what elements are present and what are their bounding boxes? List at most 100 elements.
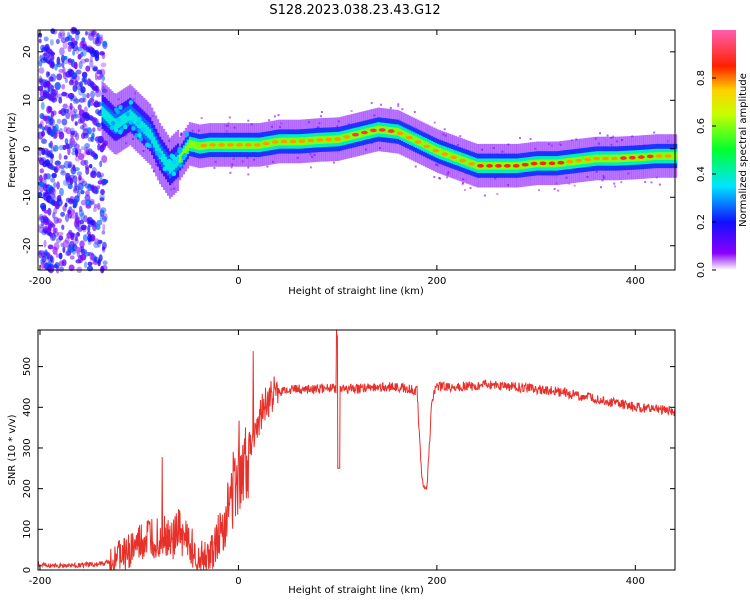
spectrogram-noise-cell [87, 100, 91, 108]
spectrogram-faint-cell [180, 132, 183, 135]
spectrogram-noise-cell [72, 98, 79, 105]
spectrogram-noise-cell [69, 255, 75, 260]
spectrogram-noise-cell [49, 96, 55, 102]
spectrogram-noise-cell [65, 177, 72, 186]
spectrogram-noise-cell [59, 187, 64, 197]
spectrogram-noise-cell [47, 116, 54, 126]
spectrogram-ridge-cell [510, 161, 513, 170]
spectrogram-ridge-cell [157, 144, 160, 156]
spectrogram-noise-cell [102, 260, 108, 266]
spectrogram-x-tick-label: -200 [29, 276, 52, 287]
spectrogram-noise-cell [48, 142, 52, 148]
spectrogram-noise-cell [40, 44, 45, 52]
spectrogram-noise-cell [50, 61, 55, 70]
spectrogram-x-tick-label: 200 [427, 276, 446, 287]
spectrogram-noise-cell [45, 254, 50, 262]
spectrogram-noise-cell [62, 239, 69, 248]
spectrogram-noise-cell [61, 91, 68, 97]
spectrogram-noise-cell [95, 109, 101, 115]
spectrogram-noise-cell [65, 127, 72, 135]
spectrogram-faint-cell [309, 166, 312, 169]
spectrogram-noise-cell [62, 40, 68, 50]
spectrogram-noise-cell [73, 185, 77, 192]
spectrogram-noise-cell [83, 215, 88, 223]
spectrogram-noise-cell [101, 264, 108, 271]
spectrogram-ridge-cell [367, 127, 370, 136]
spectrogram-noise-cell [60, 32, 66, 39]
spectrogram-ridge-cell [413, 135, 416, 144]
spectrogram-ridge-cell [411, 134, 414, 143]
spectrogram-noise-cell [91, 221, 97, 227]
spectrogram-noise-cell [56, 118, 62, 124]
spectrogram-faint-cell [658, 183, 661, 186]
spectrogram-ridge-cell [446, 151, 449, 159]
spectrogram-noise-cell [60, 37, 67, 44]
spectrogram-noise-cell [85, 31, 88, 36]
spectrogram-noise-cell [93, 222, 98, 228]
spectrogram-ridge-cell [101, 106, 104, 118]
spectrogram-noise-cell [49, 149, 53, 158]
spectrogram-noise-cell [99, 197, 105, 202]
spectrogram-ridge-cell [182, 148, 186, 157]
spectrogram-mid-cell [137, 133, 142, 138]
spectrogram-peak-cell [593, 156, 600, 161]
spectrogram-x-tick-label: 400 [626, 276, 645, 287]
spectrogram-mid-cell [131, 125, 136, 131]
spectrogram-faint-cell [461, 183, 464, 186]
spectrogram-peak-cell [218, 143, 226, 147]
spectrogram-peak-cell [521, 162, 529, 167]
spectrogram-noise-cell [46, 80, 51, 86]
spectrogram-peak-cell [477, 164, 484, 168]
spectrogram-faint-cell [350, 110, 353, 112]
spectrogram-ridge-cell [260, 140, 263, 149]
spectrogram-faint-cell [397, 105, 400, 108]
spectrogram-noise-cell [50, 192, 56, 199]
spectrogram-peak-cell [387, 129, 395, 133]
spectrogram-ridge-cell [609, 154, 612, 163]
spectrogram-peak-cell [253, 143, 261, 147]
spectrogram-noise-cell [73, 167, 80, 172]
spectrogram-faint-cell [650, 181, 653, 184]
spectrogram-mid-cell [123, 124, 128, 130]
spectrogram-noise-cell [58, 252, 63, 260]
spectrogram-noise-cell [40, 216, 45, 224]
spectrogram-peak-cell [655, 154, 663, 158]
spectrogram-ridge-cell [163, 154, 166, 165]
spectrogram-peak-cell [307, 138, 315, 143]
spectrogram-noise-cell [99, 73, 104, 78]
spectrogram-noise-cell [50, 73, 57, 82]
spectrogram-noise-cell [102, 179, 109, 184]
spectrogram-noise-cell [77, 46, 83, 52]
spectrogram-ridge-cell [484, 161, 487, 170]
spectrogram-peak-cell [503, 164, 511, 168]
spectrogram-noise-cell [63, 126, 68, 133]
spectrogram-noise-cell [47, 244, 54, 250]
spectrogram-noise-cell [38, 149, 42, 157]
spectrogram-faint-cell [538, 189, 541, 192]
spectrogram-ridge-cell [369, 127, 372, 136]
spectrogram-ridge-cell [165, 156, 168, 168]
spectrogram-ridge-cell [184, 145, 187, 154]
spectrogram-noise-cell [74, 236, 79, 242]
spectrogram-noise-cell [74, 80, 79, 85]
spectrogram-noise-cell [71, 209, 76, 216]
spectrogram-peak-cell [396, 131, 404, 136]
spectrogram-noise-cell [38, 32, 43, 38]
spectrogram-noise-cell [71, 37, 75, 43]
spectrogram-faint-cell [553, 187, 556, 190]
spectrogram-peak-cell [378, 128, 386, 132]
spectrogram-ridge-cell [359, 129, 362, 138]
spectrogram-noise-cell [92, 66, 98, 72]
spectrogram-noise-cell [62, 205, 67, 212]
spectrogram-mid-cell [145, 142, 150, 148]
spectrogram-noise-cell [41, 255, 47, 263]
spectrogram-noise-cell [74, 75, 80, 82]
snr-x-tick-label: 0 [235, 576, 241, 587]
colorbar-tick-label: 0.0 [696, 262, 707, 278]
spectrogram-faint-cell [389, 107, 392, 109]
spectrogram-ridge-cell [296, 137, 299, 146]
spectrogram-noise-cell [50, 187, 57, 196]
spectrogram-noise-cell [85, 46, 91, 53]
spectrogram-ridge-cell [129, 109, 132, 121]
spectrogram-faint-cell [247, 173, 250, 176]
